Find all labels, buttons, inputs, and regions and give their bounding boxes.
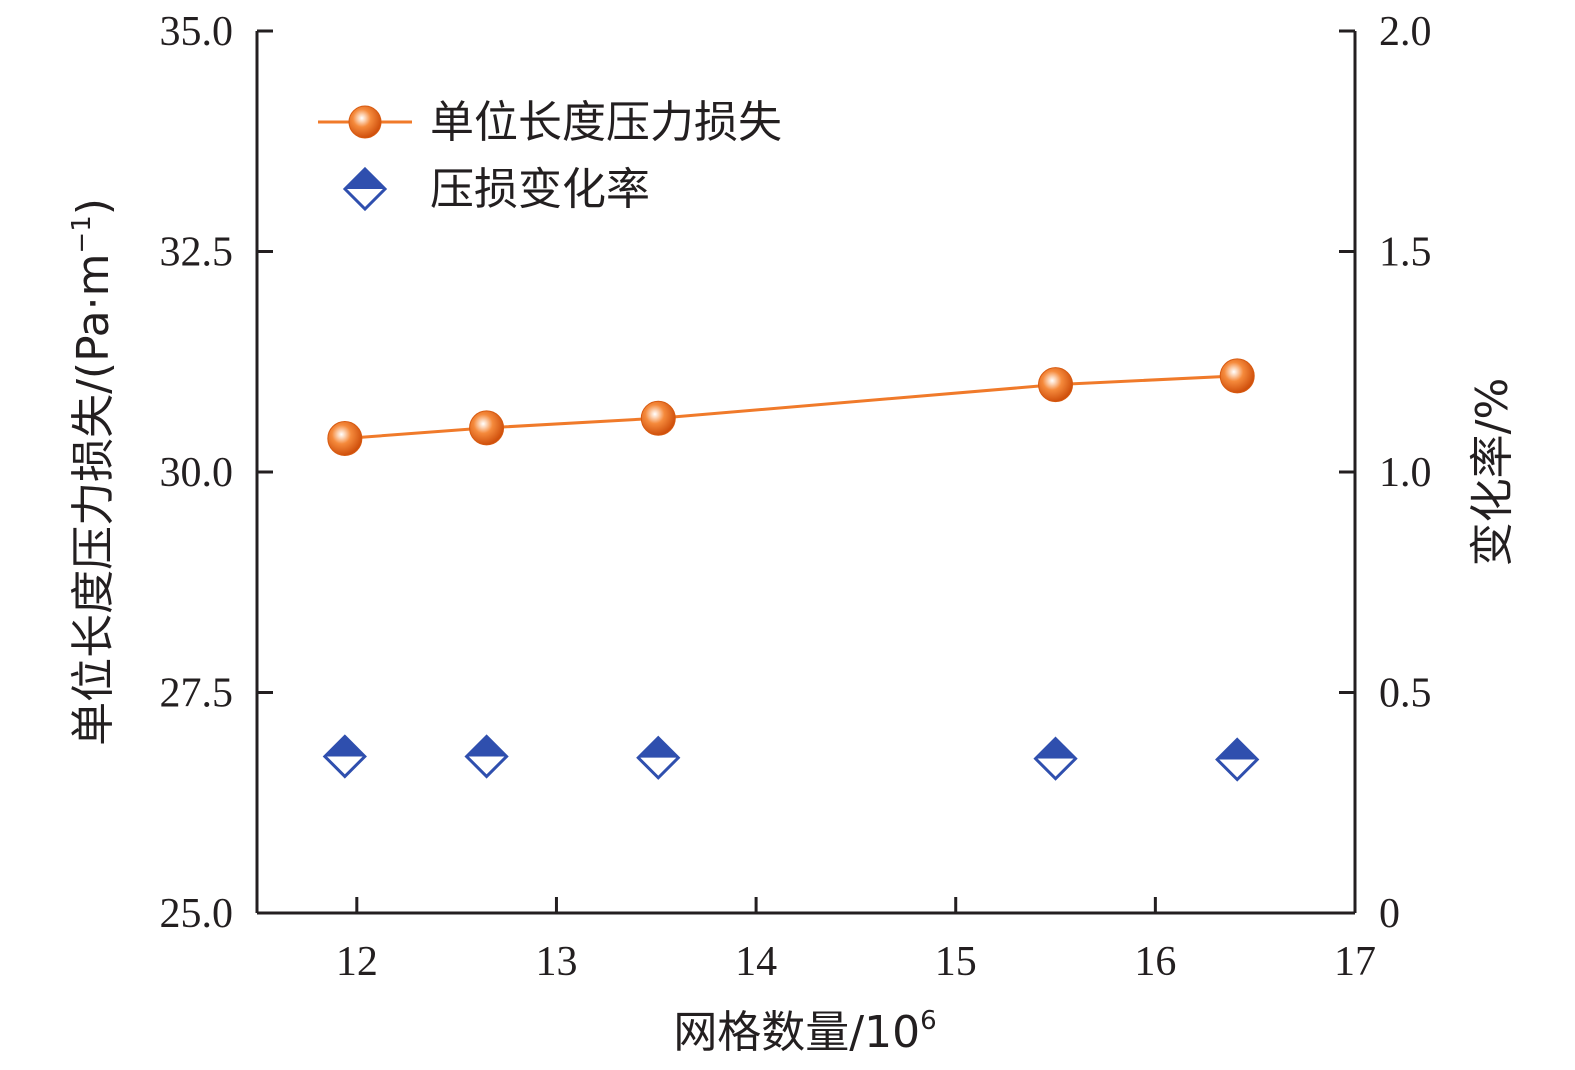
pressure-loss-point: [1038, 367, 1074, 403]
left-y-axis-title-close: ): [68, 198, 119, 215]
x-tick-label: 15: [935, 939, 977, 985]
right-y-tick-label: 0: [1379, 891, 1400, 937]
pressure-loss-point: [1219, 358, 1255, 394]
right-y-tick-label: 0.5: [1379, 671, 1432, 717]
legend-label-change-rate: 压损变化率: [430, 164, 650, 215]
left-y-tick-label: 35.0: [160, 9, 234, 55]
legend-label-pressure-loss: 单位长度压力损失: [430, 97, 782, 148]
legend: 单位长度压力损失 压损变化率: [318, 97, 782, 215]
change-rate-point: [1215, 737, 1260, 782]
left-y-tick-label: 27.5: [160, 671, 234, 717]
left-y-axis-title-text: 单位长度压力损失/(Pa·m: [68, 254, 119, 746]
change-rate-point: [322, 734, 367, 779]
x-tick-label: 12: [336, 939, 378, 985]
left-y-tick-label: 30.0: [160, 450, 234, 496]
x-tick-label: 16: [1134, 939, 1176, 985]
x-ticks: 12 13 14 15 16 17: [336, 897, 1376, 985]
change-rate-point: [636, 735, 681, 780]
legend-diamond-marker: [342, 166, 388, 212]
x-tick-label: 13: [535, 939, 577, 985]
left-y-tick-label: 25.0: [160, 891, 234, 937]
right-y-axis-title: 变化率/%: [1467, 378, 1518, 567]
x-axis-title: 网格数量/106: [673, 1006, 936, 1058]
right-y-tick-label: 1.0: [1379, 450, 1432, 496]
pressure-loss-point: [327, 420, 363, 456]
legend-circle-marker: [348, 105, 382, 139]
left-y-ticks: 25.0 27.5 30.0 32.5 35.0: [160, 9, 273, 937]
change-rate-point: [1033, 736, 1078, 781]
x-tick-label: 14: [735, 939, 777, 985]
left-y-tick-label: 32.5: [160, 230, 234, 276]
x-axis-title-text: 网格数量/10: [673, 1007, 920, 1058]
x-tick-label: 17: [1334, 939, 1376, 985]
left-y-axis-title: 单位长度压力损失/(Pa·m−1): [67, 198, 119, 746]
right-y-tick-label: 1.5: [1379, 230, 1432, 276]
pressure-loss-point: [469, 410, 505, 446]
pressure-loss-point: [640, 400, 676, 436]
left-y-axis-title-sup: −1: [67, 215, 97, 253]
right-y-tick-label: 2.0: [1379, 9, 1432, 55]
series-layer: [322, 358, 1260, 782]
change-rate-point: [464, 734, 509, 779]
axes: [255, 31, 1357, 915]
x-axis-title-sup: 6: [920, 1006, 937, 1036]
right-y-ticks: 0 0.5 1.0 1.5 2.0: [1339, 9, 1432, 937]
